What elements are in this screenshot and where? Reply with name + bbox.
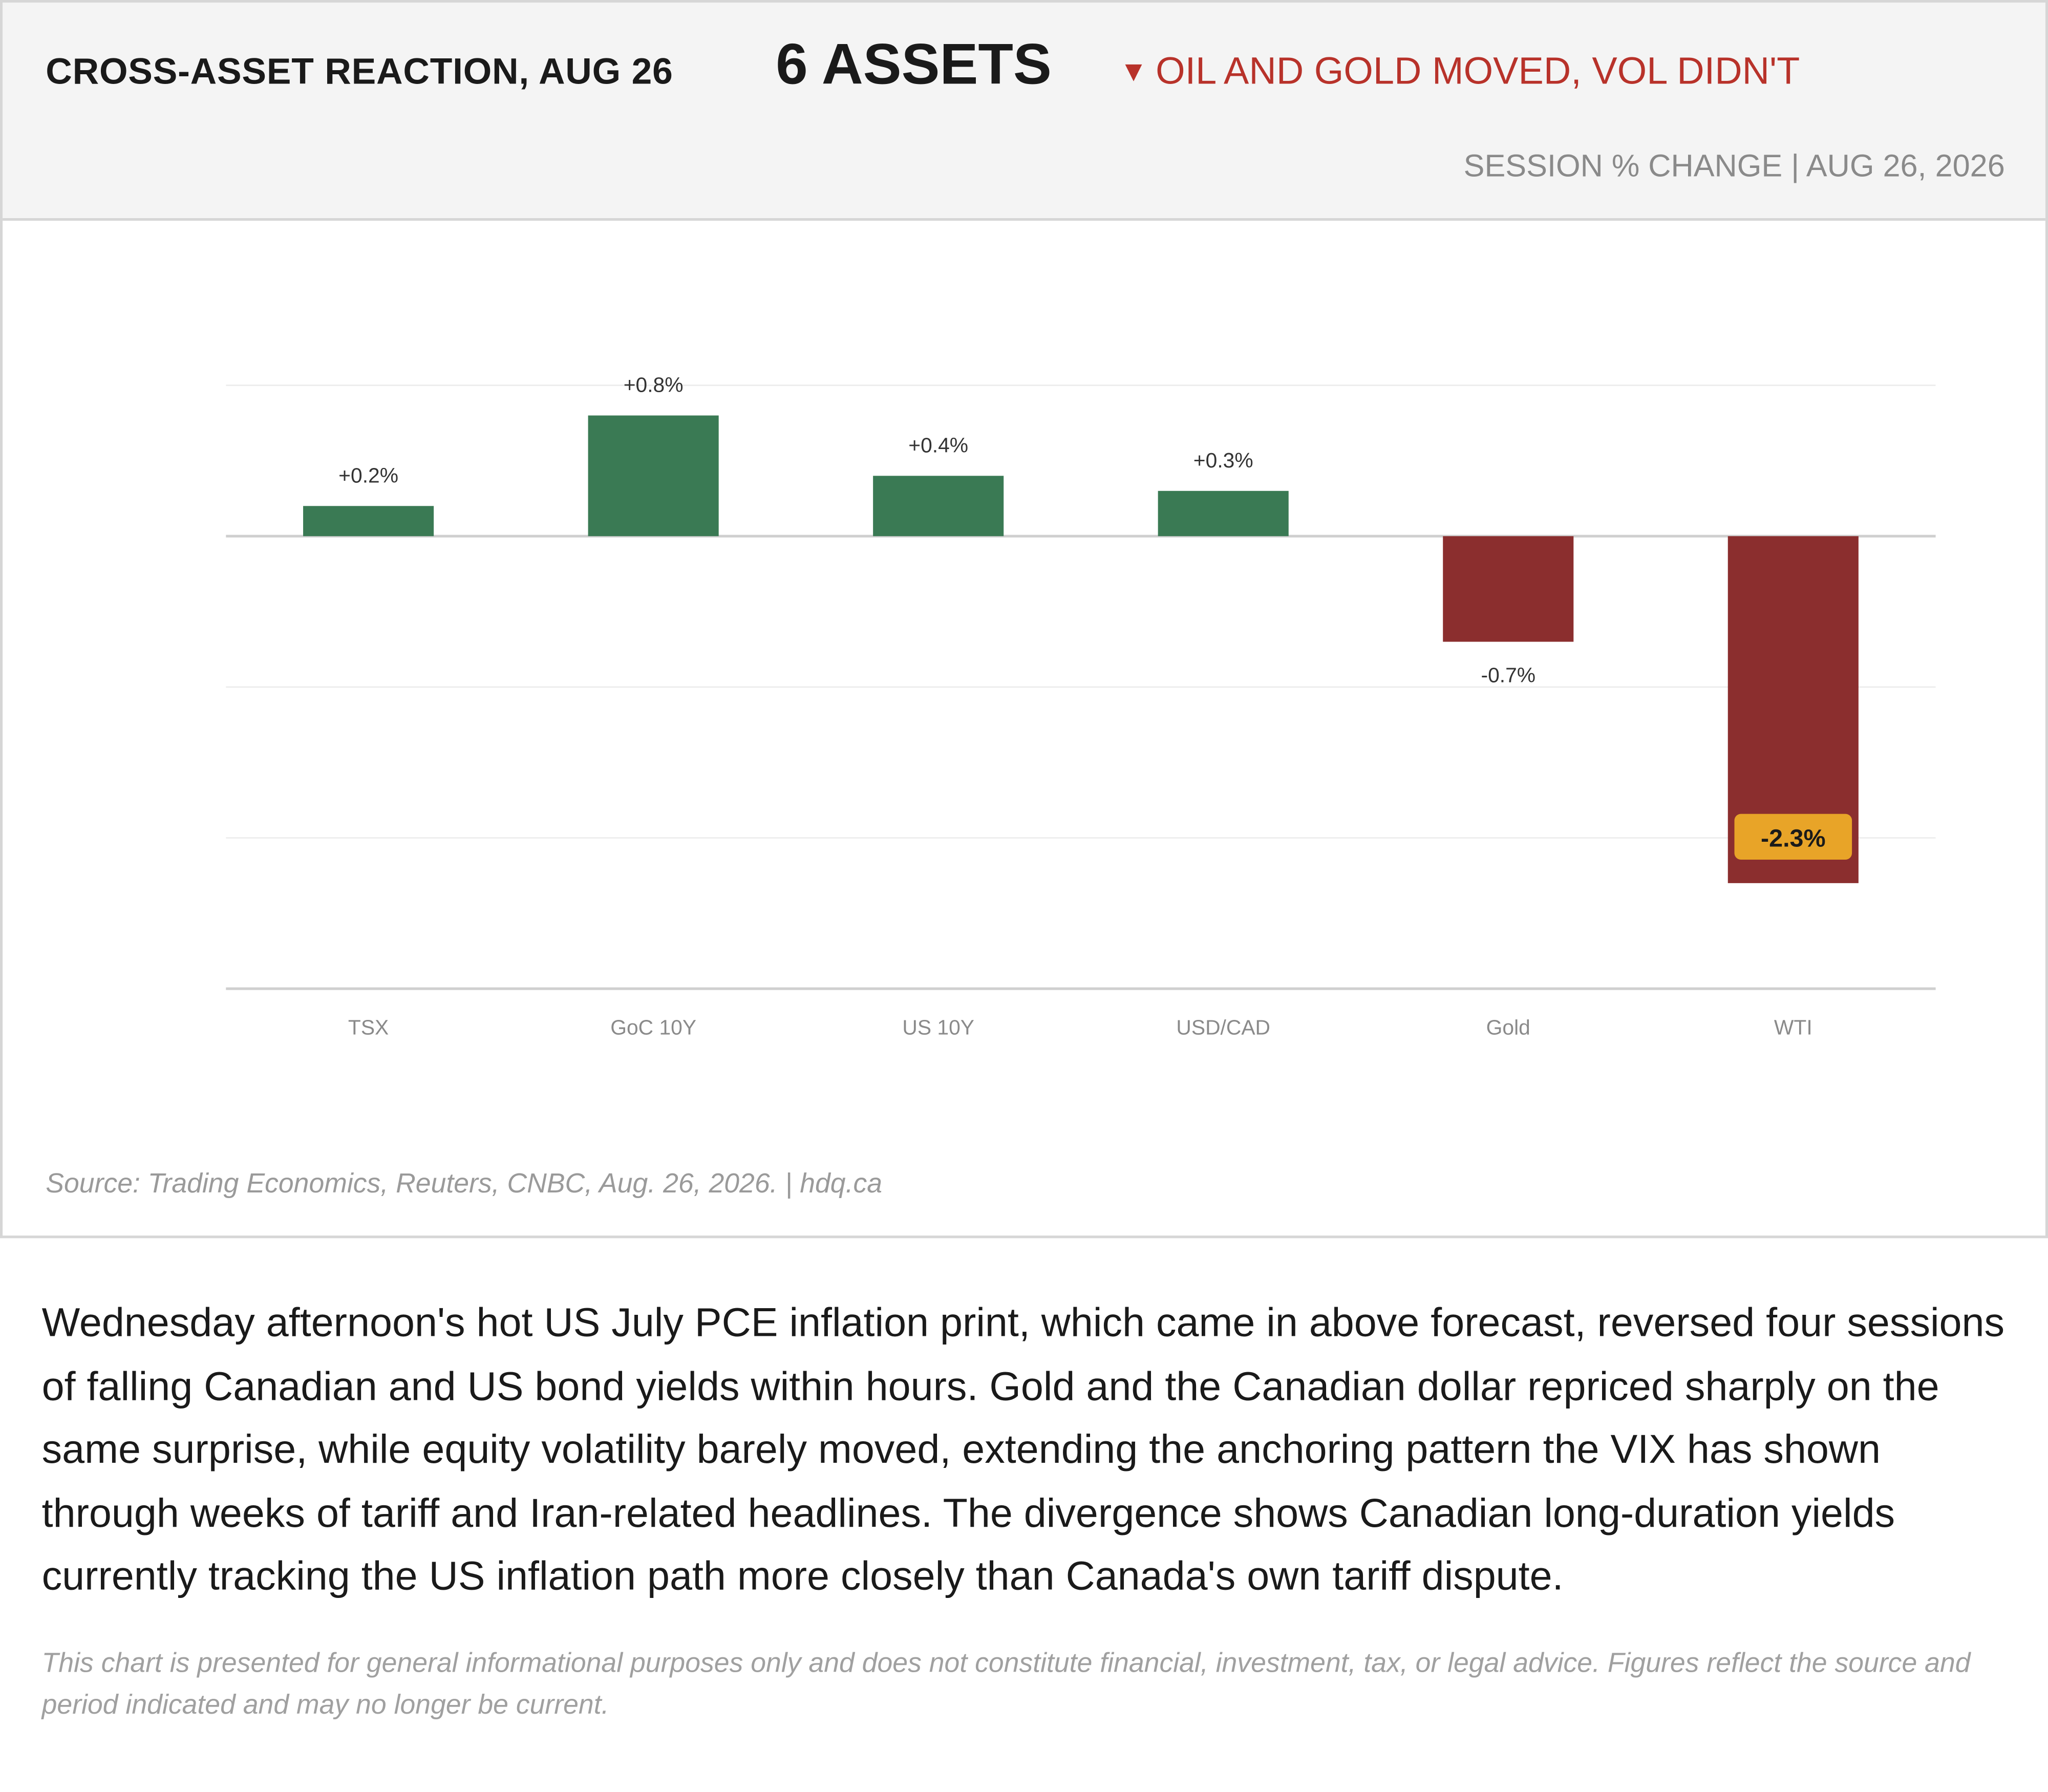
x-tick-label: Gold xyxy=(1486,1015,1530,1039)
bar-chart-svg: +0.2% TSX +0.8% GoC 10Y +0.4% US 10Y +0.3% USD/… xyxy=(226,373,1936,1039)
alert-headline: ▼ OIL AND GOLD MOVED, VOL DIDN'T xyxy=(1119,51,1800,94)
data-label: -0.7% xyxy=(1481,664,1535,687)
asset-count: 6 ASSETS xyxy=(776,32,1052,97)
data-label: +0.4% xyxy=(908,433,968,457)
down-triangle-icon: ▼ xyxy=(1119,55,1148,88)
chart-subtitle: SESSION % CHANGE | AUG 26, 2026 xyxy=(1463,148,2005,184)
x-tick-label: WTI xyxy=(1774,1015,1812,1039)
x-tick-label: TSX xyxy=(348,1015,389,1039)
data-label: +0.3% xyxy=(1193,449,1253,472)
data-label: +0.2% xyxy=(338,463,398,487)
source-note: Source: Trading Economics, Reuters, CNBC… xyxy=(46,1169,883,1199)
data-label: -2.3% xyxy=(1761,824,1826,852)
bar-usd-cad xyxy=(1158,490,1289,537)
highlight-badge xyxy=(1734,814,1852,860)
disclaimer: This chart is presented for general info… xyxy=(41,1648,1971,1720)
bar-chart: +0.2% TSX +0.8% GoC 10Y +0.4% US 10Y +0.3% USD/… xyxy=(3,218,2045,1106)
chart-header: CROSS-ASSET REACTION, AUG 26 6 ASSETS ▼ O… xyxy=(3,3,2045,221)
x-tick-label: GoC 10Y xyxy=(610,1015,696,1039)
bar-us-10y xyxy=(873,476,1004,537)
data-label: +0.8% xyxy=(624,373,684,397)
bar-goc-10y xyxy=(588,415,719,537)
chart-kicker: CROSS-ASSET REACTION, AUG 26 xyxy=(46,51,673,92)
x-tick-label: USD/CAD xyxy=(1176,1015,1270,1039)
alert-text: OIL AND GOLD MOVED, VOL DIDN'T xyxy=(1156,51,1800,93)
x-tick-label: US 10Y xyxy=(902,1015,974,1039)
commentary-paragraph: Wednesday afternoon's hot US July PCE in… xyxy=(41,1299,2005,1599)
bar-gold xyxy=(1443,536,1574,642)
chart-card: CROSS-ASSET REACTION, AUG 26 6 ASSETS ▼ O… xyxy=(0,0,2048,1239)
bar-tsx xyxy=(303,506,434,537)
